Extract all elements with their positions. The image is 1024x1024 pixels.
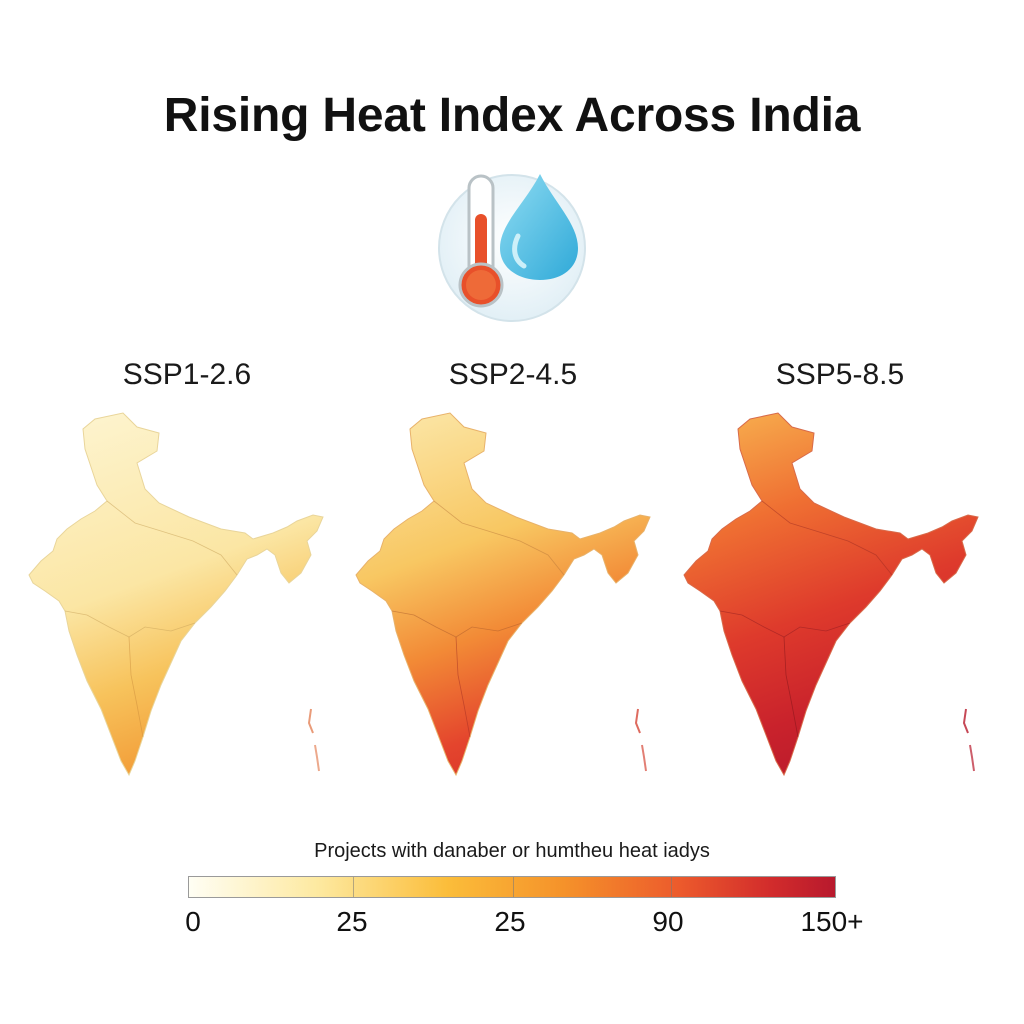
legend-tick-label: 90 xyxy=(652,906,684,937)
scenario-label-ssp2: SSP2-4.5 xyxy=(448,358,578,391)
india-map-ssp5 xyxy=(683,412,979,777)
heat-humidity-badge xyxy=(436,172,588,324)
legend-tick-line xyxy=(353,877,354,897)
legend-tick-label: 25 xyxy=(336,906,368,937)
india-map-ssp2 xyxy=(355,412,651,777)
legend-tick-label: 25 xyxy=(494,906,526,937)
scenario-label-ssp1: SSP1-2.6 xyxy=(122,358,252,391)
chart-title: Rising Heat Index Across India xyxy=(163,89,861,142)
legend-tick-line xyxy=(513,877,514,897)
legend-tick-label: 0 xyxy=(185,906,201,937)
scenario-label-ssp5: SSP5-8.5 xyxy=(775,358,905,391)
legend-caption: Projects with danaber or humtheu heat ia… xyxy=(314,840,710,862)
thermometer-icon xyxy=(458,174,504,308)
legend-tick-line xyxy=(671,877,672,897)
legend-color-scale xyxy=(188,876,836,898)
water-droplet-icon xyxy=(500,174,578,280)
india-map-ssp1 xyxy=(28,412,324,777)
legend-tick-label: 150+ xyxy=(800,906,864,937)
